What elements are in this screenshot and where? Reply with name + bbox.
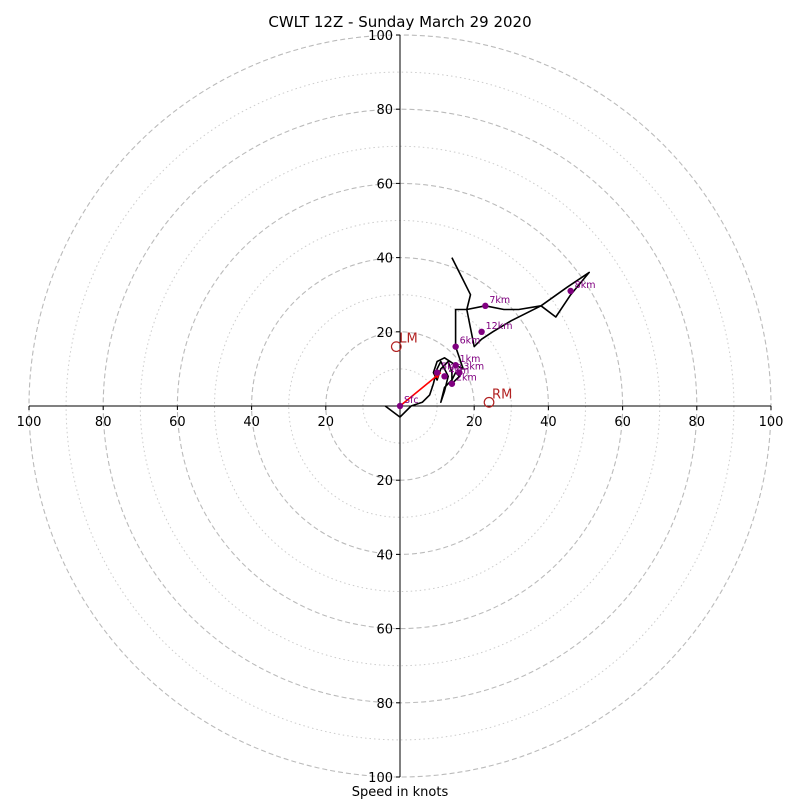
height-label-7km: 7km [489,295,510,306]
y-tick-label: 40 [376,548,393,563]
storm-motion-label-lm: LM [399,332,417,347]
height-label-6km: 6km [460,336,481,347]
chart-title: CWLT 12Z - Sunday March 29 2020 [268,13,531,31]
height-point-2km [448,380,456,387]
height-point-4km [441,373,448,380]
height-label-5km: 5km [441,362,462,373]
height-point-3km [456,369,463,376]
x-tick-label: 60 [169,415,186,430]
y-tick-label: 100 [368,771,393,786]
hodograph-trace [384,257,591,418]
height-label-2km: 2km [456,373,477,384]
y-tick-label: 20 [376,474,393,489]
y-tick-label: 60 [376,623,393,638]
height-label-8km: 8km [575,280,596,291]
x-tick-label: 100 [17,415,42,430]
height-label-sfc: Sfc [404,395,419,406]
x-tick-label: 80 [95,415,112,430]
height-point-12km [478,328,485,335]
x-tick-label: 20 [318,415,335,430]
storm-motion-markers: LM RM [390,332,512,408]
hodograph-line [384,257,591,418]
x-tick-label: 40 [540,415,557,430]
height-point-sfc [396,402,404,410]
storm-motion-label-rm: RM [492,387,512,402]
y-tick-label: 80 [376,103,393,118]
mean-wind-arrow [399,371,442,407]
x-axis-label: Speed in knots [352,785,449,800]
y-tick-label: 80 [376,697,393,712]
x-tick-label: 20 [466,415,483,430]
y-tick-label: 60 [376,177,393,192]
y-tick-label: 100 [368,29,393,44]
storm-motion-lm [390,341,402,353]
height-point-6km [452,343,459,350]
y-tick-label: 20 [376,326,393,341]
height-point-5km [433,369,441,376]
height-point-7km [482,302,489,310]
height-label-12km: 12km [486,321,513,332]
y-tick-label: 40 [376,252,393,267]
storm-motion-rm [483,396,495,408]
tick-labels: 100 80 60 40 20 20 40 60 80 100 100 80 60 40 20 20 40 60 8… [17,29,784,786]
height-label-3km: 3km [463,362,484,373]
x-tick-label: 40 [243,415,260,430]
height-label-1km: 1km [460,354,481,365]
x-tick-label: 80 [689,415,706,430]
height-point-8km [567,287,574,295]
height-label-4km: 4km [449,365,470,376]
x-tick-label: 100 [759,415,784,430]
height-point-1km [452,361,459,369]
x-tick-label: 60 [614,415,631,430]
